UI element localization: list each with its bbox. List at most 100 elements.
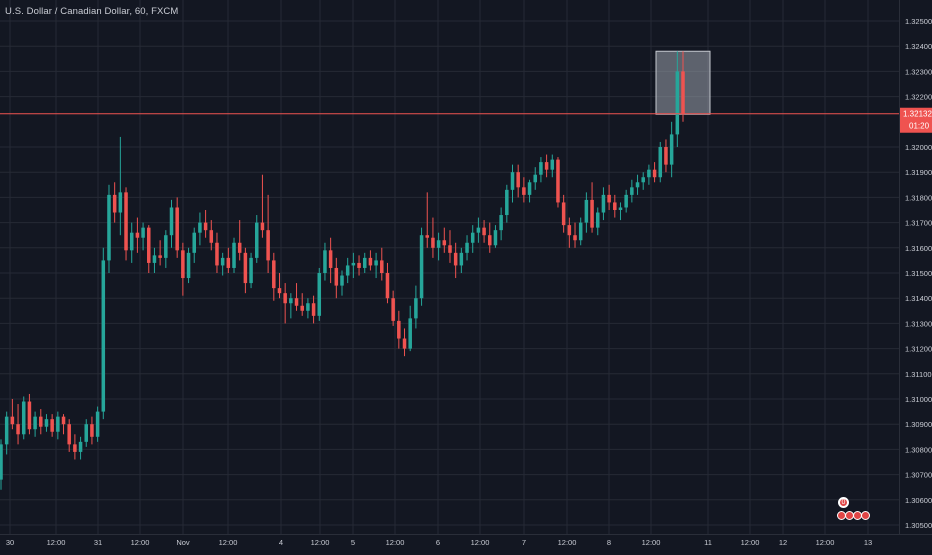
candle — [493, 225, 498, 248]
candle — [215, 232, 219, 273]
candle-body — [459, 252, 464, 266]
time-tick-label: 11 — [704, 538, 712, 547]
candle-body — [567, 225, 572, 236]
candle-body — [544, 162, 549, 170]
candle — [340, 270, 344, 296]
candle-body — [425, 235, 430, 238]
candle — [198, 212, 202, 246]
candle — [21, 396, 26, 440]
candle — [317, 267, 322, 321]
candle — [147, 225, 151, 273]
economic-events-group[interactable] — [837, 511, 870, 520]
time-tick-label: 13 — [864, 538, 872, 547]
candle — [635, 174, 640, 195]
candle — [44, 414, 49, 432]
candle — [237, 220, 242, 261]
candle-body — [465, 242, 469, 253]
price-tick-label: 1.31100 — [905, 370, 932, 379]
candle — [527, 179, 532, 203]
candle — [243, 247, 248, 294]
candle-body — [488, 235, 492, 246]
candle-body — [232, 242, 236, 268]
time-tick-label: 12:00 — [47, 538, 66, 547]
candle-body — [431, 237, 435, 248]
candle — [73, 434, 77, 460]
candle-body — [289, 298, 293, 304]
candle-body — [675, 71, 680, 135]
candle-body — [658, 147, 663, 178]
candle-body — [669, 134, 674, 165]
symbol-title[interactable]: U.S. Dollar / Canadian Dollar, 60, FXCM — [5, 6, 179, 17]
candle-body — [408, 318, 412, 349]
candle-body — [345, 265, 350, 276]
time-tick-label: 4 — [279, 538, 283, 547]
price-tick-label: 1.31200 — [905, 345, 932, 354]
candle — [408, 305, 412, 352]
candle-body — [561, 202, 566, 226]
candle-body — [414, 298, 418, 319]
candle-body — [505, 189, 509, 216]
economic-event-icon[interactable] — [861, 511, 870, 520]
candle-body — [158, 255, 162, 258]
candle-body — [573, 235, 577, 241]
candle-body — [175, 207, 179, 251]
time-tick-label: 12:00 — [741, 538, 760, 547]
candle — [175, 197, 179, 258]
candle — [16, 404, 20, 445]
candle — [61, 414, 66, 435]
candle — [647, 164, 651, 185]
candle — [209, 220, 214, 251]
candle — [436, 232, 441, 261]
price-tick-label: 1.30700 — [905, 471, 932, 480]
candle-body — [203, 222, 208, 231]
time-tick-label: 12:00 — [642, 538, 661, 547]
time-tick-label: Nov — [176, 538, 190, 547]
candle — [232, 237, 236, 273]
candle — [181, 242, 185, 296]
candle-body — [601, 194, 606, 213]
candle-body — [4, 416, 9, 445]
candle — [260, 174, 265, 238]
candle — [567, 217, 572, 248]
price-axis[interactable] — [899, 0, 932, 534]
candle — [90, 416, 94, 445]
candle-body — [277, 288, 282, 294]
candle — [595, 207, 600, 236]
candle — [624, 189, 628, 213]
candle-body — [556, 159, 560, 203]
candle-body — [198, 222, 202, 233]
time-tick-label: 7 — [522, 538, 526, 547]
time-tick-label: 6 — [436, 538, 440, 547]
candle — [266, 194, 270, 273]
candle — [334, 257, 339, 299]
candle — [505, 184, 509, 223]
candle — [465, 235, 469, 261]
candle-body — [215, 242, 219, 266]
candles — [0, 51, 685, 490]
candle — [95, 406, 100, 442]
candle — [368, 250, 373, 271]
time-axis[interactable] — [0, 534, 932, 550]
candle — [578, 217, 583, 246]
price-tick-label: 1.32000 — [905, 143, 932, 152]
time-tick-label: 12:00 — [386, 538, 405, 547]
candle — [277, 273, 282, 299]
candle-body — [118, 192, 123, 213]
candle — [283, 283, 287, 324]
candle — [249, 252, 253, 289]
candle — [561, 194, 566, 233]
price-tick-label: 1.30900 — [905, 420, 932, 429]
candle-body — [135, 232, 140, 238]
candle-body — [243, 252, 248, 284]
candle-body — [590, 199, 594, 228]
candle-body — [391, 298, 395, 321]
candle — [425, 192, 430, 248]
economic-event-icon[interactable]: 0 — [838, 497, 849, 508]
candle — [550, 154, 555, 178]
candle — [226, 247, 231, 273]
candle — [590, 182, 594, 233]
candle — [362, 252, 367, 273]
candle-body — [16, 424, 20, 435]
